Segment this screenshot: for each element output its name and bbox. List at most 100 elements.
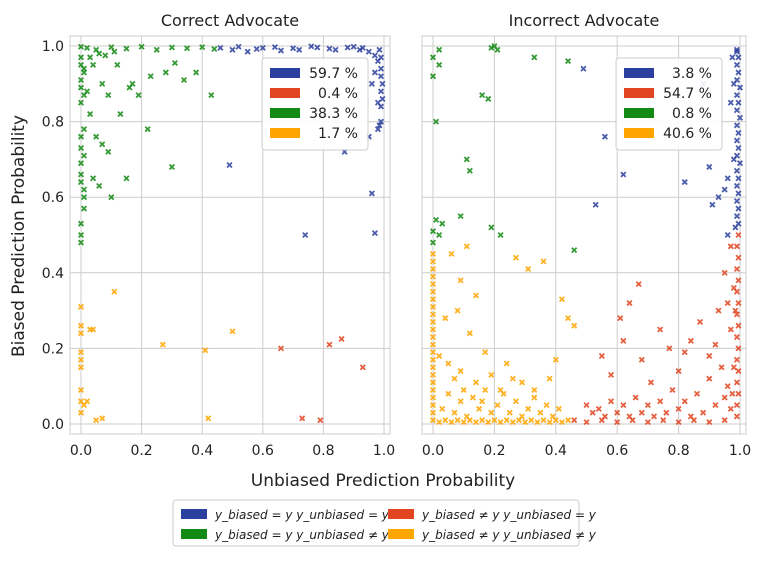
- data-point-red: [721, 394, 728, 401]
- data-point-red: [727, 405, 734, 412]
- data-point-orange: [429, 356, 437, 363]
- data-point-blue: [344, 44, 351, 51]
- data-point-blue: [226, 162, 233, 169]
- x-tick-label: 0.6: [606, 443, 628, 459]
- legend-swatch-blue: [270, 68, 300, 78]
- data-point-orange: [429, 349, 437, 356]
- data-point-red: [338, 335, 345, 342]
- data-point-blue: [217, 44, 224, 51]
- data-point-red: [638, 409, 645, 416]
- data-point-red: [735, 300, 742, 307]
- data-point-orange: [429, 326, 437, 333]
- data-point-blue: [730, 156, 737, 163]
- data-point-green: [463, 156, 470, 163]
- data-point-orange: [469, 394, 476, 401]
- data-point-green: [168, 44, 175, 51]
- data-point-blue: [350, 43, 357, 50]
- data-point-blue: [727, 99, 734, 106]
- data-point-orange: [503, 360, 510, 367]
- bottom-legend-box: [172, 499, 580, 547]
- data-point-orange: [552, 356, 559, 363]
- x-tick-label: 1.0: [373, 443, 395, 459]
- data-point-blue: [314, 44, 321, 51]
- data-point-blue: [244, 48, 251, 55]
- data-point-orange: [77, 409, 85, 416]
- data-point-green: [429, 228, 437, 235]
- data-point-green: [87, 111, 94, 118]
- data-point-green: [77, 220, 85, 227]
- data-point-orange: [488, 409, 495, 416]
- data-point-blue: [374, 99, 381, 106]
- data-point-green: [105, 148, 112, 155]
- panel-title: Incorrect Advocate: [509, 11, 660, 30]
- data-point-red: [632, 394, 639, 401]
- data-point-orange: [466, 330, 473, 337]
- legend-box: [615, 57, 723, 151]
- data-point-blue: [735, 175, 742, 182]
- data-point-green: [429, 73, 437, 80]
- data-point-blue: [706, 163, 713, 170]
- data-point-blue: [735, 54, 742, 61]
- data-point-red: [608, 371, 615, 378]
- data-point-blue: [235, 43, 242, 50]
- data-point-blue: [735, 190, 742, 197]
- data-point-red: [657, 326, 664, 333]
- data-point-red: [657, 398, 664, 405]
- x-tick-label: 0.6: [252, 443, 274, 459]
- data-point-green: [105, 92, 112, 99]
- data-point-blue: [277, 47, 285, 54]
- data-point-blue: [377, 54, 385, 61]
- data-point-red: [706, 419, 713, 426]
- data-point-red: [706, 375, 713, 382]
- data-point-green: [77, 99, 85, 106]
- data-point-orange: [205, 415, 212, 422]
- data-point-red: [724, 383, 731, 390]
- data-point-orange: [429, 258, 437, 265]
- data-point-blue: [733, 61, 740, 68]
- data-point-blue: [290, 45, 297, 52]
- data-point-blue: [592, 201, 599, 208]
- data-point-red: [727, 326, 734, 333]
- data-point-green: [90, 175, 97, 182]
- data-point-blue: [259, 44, 266, 51]
- data-point-green: [99, 141, 106, 148]
- data-point-red: [620, 402, 627, 409]
- data-point-red: [626, 300, 633, 307]
- data-point-orange: [509, 375, 516, 382]
- data-point-red: [326, 341, 333, 348]
- data-point-orange: [429, 265, 437, 273]
- data-point-blue: [620, 171, 627, 178]
- data-point-orange: [454, 307, 461, 314]
- legend: 59.7 % 0.4 % 38.3 % 1.7 %: [261, 57, 369, 151]
- data-point-blue: [368, 80, 375, 87]
- data-point-orange: [457, 398, 464, 405]
- data-point-green: [168, 163, 175, 170]
- data-point-red: [626, 413, 633, 420]
- data-point-red: [681, 398, 688, 405]
- data-point-green: [77, 145, 85, 152]
- data-point-blue: [253, 45, 260, 53]
- data-point-blue: [735, 99, 742, 106]
- data-point-orange: [460, 386, 467, 394]
- data-point-orange: [429, 364, 437, 371]
- data-point-red: [583, 402, 590, 409]
- x-tick-label: 0.8: [312, 443, 334, 459]
- data-point-red: [583, 419, 590, 426]
- x-tick-label: 0.0: [70, 443, 92, 459]
- data-point-orange: [558, 419, 565, 426]
- data-point-red: [733, 334, 740, 341]
- data-point-green: [123, 175, 130, 182]
- panel-correct-advocate: 0.0 0.0 0.2 0.2 0.4 0.4 0.6 0.6 0.8 0.8 1.0 1.0 Corr…: [42, 11, 395, 459]
- data-point-blue: [733, 48, 740, 55]
- data-point-blue: [724, 231, 731, 239]
- data-point-red: [359, 364, 366, 371]
- panel-title: Correct Advocate: [161, 11, 299, 30]
- data-point-green: [433, 216, 440, 223]
- data-point-orange: [445, 360, 452, 367]
- legend-label: 0.4 %: [318, 86, 358, 102]
- data-point-red: [638, 356, 645, 363]
- data-point-green: [466, 167, 473, 174]
- data-point-orange: [491, 417, 498, 424]
- data-point-red: [697, 318, 704, 325]
- data-point-red: [608, 398, 615, 405]
